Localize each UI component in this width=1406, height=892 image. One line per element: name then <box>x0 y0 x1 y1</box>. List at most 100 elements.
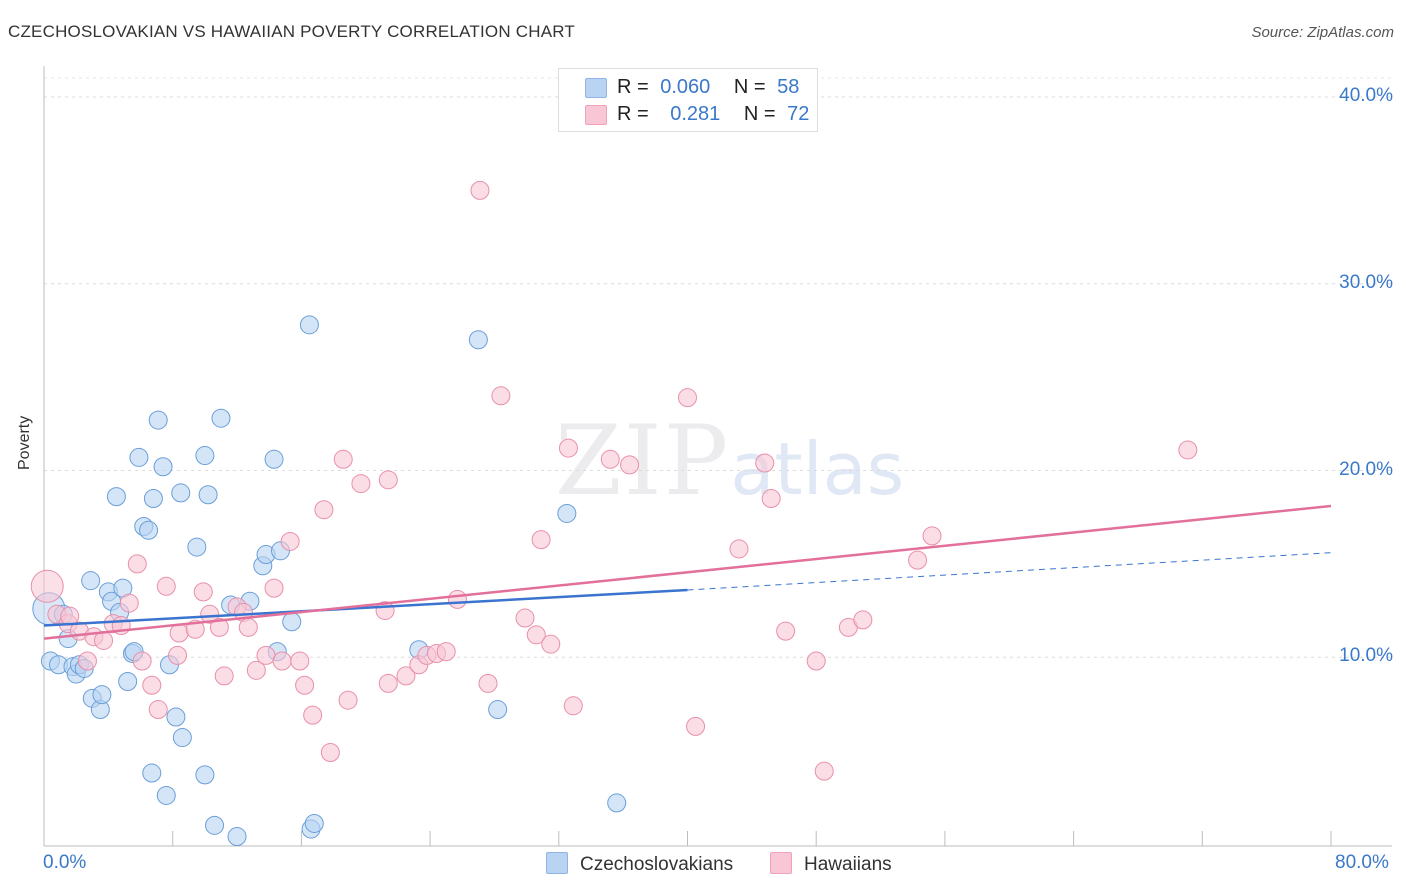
hawaiians-point <box>256 645 276 665</box>
hawaiians-point <box>272 651 292 671</box>
hawaiians-point <box>295 675 315 695</box>
hawaiians-point <box>478 673 498 693</box>
legend-n-label: N = <box>743 103 776 125</box>
source-label: Source: ZipAtlas.com <box>1251 24 1394 41</box>
czechoslovakians-point <box>172 728 192 748</box>
hawaiians-point <box>142 675 162 695</box>
bottom-legend-czechoslovakians: Czechoslovakians <box>546 852 733 876</box>
czechoslovakians-point <box>156 785 176 805</box>
y-tick-label: 10.0% <box>1339 645 1393 667</box>
czechoslovakians-point <box>227 827 247 847</box>
czechoslovakians-trend-line <box>43 588 688 627</box>
legend-r-label: R = <box>617 103 649 125</box>
hawaiians-trend-line <box>43 504 1332 640</box>
hawaiians-point <box>119 593 139 613</box>
hawaiians-point <box>686 716 706 736</box>
czechoslovakians-point <box>488 700 508 720</box>
hawaiians-point <box>755 453 775 473</box>
hawaiians-point <box>214 666 234 686</box>
hawaiians-point <box>620 455 640 475</box>
hawaiians-point <box>470 180 490 200</box>
czechoslovakians-point <box>81 571 101 591</box>
hawaiians-point <box>209 617 229 637</box>
hawaiians-point <box>853 610 873 630</box>
hawaiians-point <box>447 589 467 609</box>
hawaiians-point <box>729 539 749 559</box>
czechoslovakians-point <box>264 449 284 469</box>
bottom-legend-label: Hawaiians <box>804 854 892 875</box>
czechoslovakians-point <box>142 763 162 783</box>
czechoslovakians-point <box>106 487 126 507</box>
hawaiians-point <box>563 696 583 716</box>
czechoslovakians-point <box>211 408 231 428</box>
y-tick-label: 30.0% <box>1339 271 1393 293</box>
hawaiians-point <box>185 619 205 639</box>
hawaiians-point <box>193 582 213 602</box>
hawaiians-point <box>168 645 188 665</box>
chart-title: CZECHOSLOVAKIAN VS HAWAIIAN POVERTY CORR… <box>8 22 575 41</box>
hawaiians-point <box>776 621 796 641</box>
hawaiians-point <box>515 608 535 628</box>
hawaiians-point <box>333 449 353 469</box>
bottom-legend-swatch-hawaiians <box>770 852 792 874</box>
hawaiians-point <box>678 388 697 408</box>
czechoslovakians-point <box>304 813 324 833</box>
hawaiians-point <box>200 604 220 624</box>
czechoslovakians-point <box>92 685 112 705</box>
legend-n-value: 58 <box>777 76 800 98</box>
czechoslovakians-point <box>205 815 225 835</box>
hawaiians-point <box>30 569 64 603</box>
czechoslovakians-point <box>195 765 215 785</box>
hawaiians-point <box>148 700 168 720</box>
hawaiians-point <box>238 617 258 637</box>
bottom-legend-hawaiians: Hawaiians <box>770 852 892 876</box>
bottom-legend-label: Czechoslovakians <box>580 854 734 875</box>
legend-r-label: R = <box>617 76 649 98</box>
czechoslovakians-point <box>187 537 207 557</box>
legend-n-value: 72 <box>787 103 810 125</box>
watermark-zip: ZIP <box>555 405 731 517</box>
hawaiians-point <box>246 660 266 680</box>
czechoslovakians-point <box>607 793 627 813</box>
hawaiians-point <box>436 642 456 662</box>
legend-n-label: N = <box>733 76 766 98</box>
czechoslovakians-point <box>557 503 577 523</box>
x-tick-label-max: 80.0% <box>1335 852 1389 873</box>
czechoslovakians-point <box>139 520 159 540</box>
hawaiians-point <box>558 438 578 458</box>
hawaiians-point <box>290 651 310 671</box>
hawaiians-point <box>280 531 300 551</box>
hawaiians-point <box>922 526 942 546</box>
hawaiians-point <box>351 474 371 494</box>
czechoslovakians-point <box>148 410 168 430</box>
hawaiians-point <box>77 651 97 671</box>
legend-swatch-hawaiians <box>585 105 607 125</box>
hawaiians-point <box>531 530 551 550</box>
czechoslovakians-point <box>195 446 215 466</box>
legend-r-value: 0.060 <box>660 76 711 98</box>
x-tick-label-min: 0.0% <box>43 852 87 873</box>
hawaiians-point <box>378 673 398 693</box>
hawaiians-point <box>169 623 189 643</box>
hawaiians-point <box>127 554 147 574</box>
watermark: ZIPatlas <box>555 405 904 517</box>
czechoslovakians-point <box>153 457 173 477</box>
hawaiians-point <box>814 761 834 781</box>
hawaiians-point <box>600 449 620 469</box>
legend-r-value: 0.281 <box>670 103 721 125</box>
hawaiians-point <box>320 742 340 762</box>
czechoslovakians-point <box>171 483 191 503</box>
hawaiians-point <box>541 634 561 654</box>
czechoslovakians-point <box>198 485 218 505</box>
hawaiians-point <box>806 651 826 671</box>
bottom-legend-swatch-czechoslovakians <box>546 852 568 874</box>
czechoslovakians-point <box>166 707 186 727</box>
czechoslovakians-trend-extension <box>687 552 1332 591</box>
hawaiians-point <box>396 666 416 686</box>
czechoslovakians-point <box>468 330 488 350</box>
legend-swatch-czechoslovakians <box>585 78 607 98</box>
hawaiians-point <box>908 550 928 570</box>
hawaiians-point <box>338 690 358 710</box>
y-tick-label: 20.0% <box>1339 458 1393 480</box>
